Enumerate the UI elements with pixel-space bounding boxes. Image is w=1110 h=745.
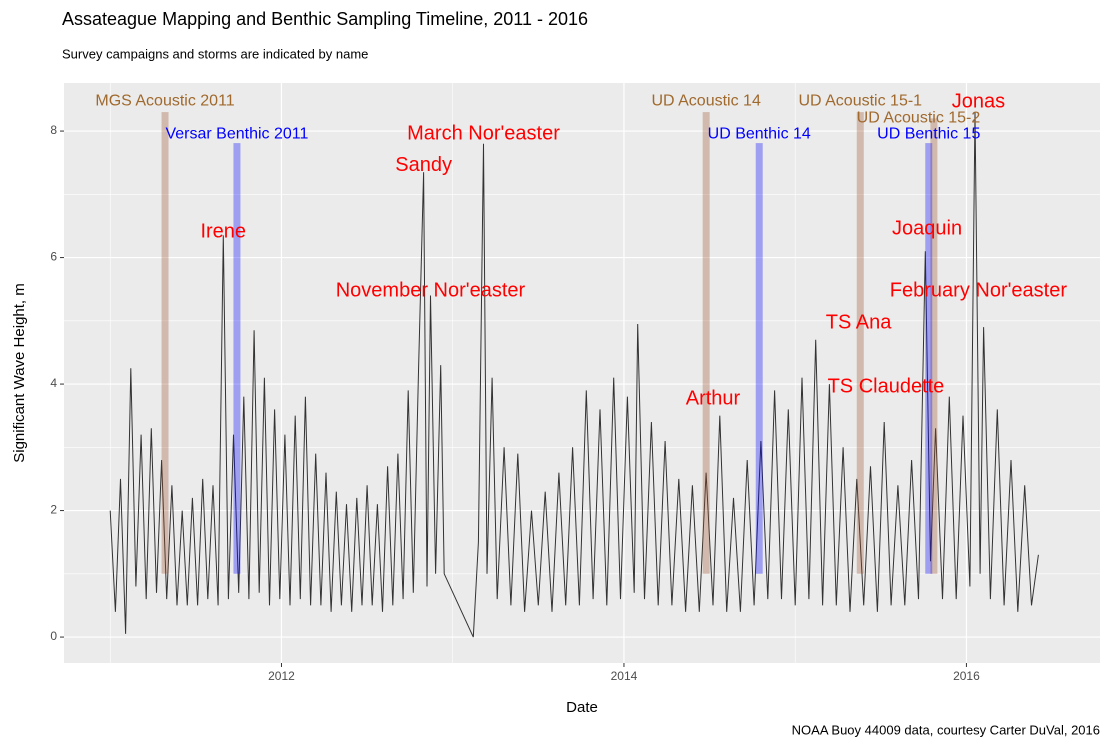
- campaign-band: [702, 112, 710, 574]
- plot-panel: [64, 83, 1100, 663]
- storm-label: Jonas: [952, 90, 1005, 112]
- storm-label: Arthur: [686, 388, 741, 410]
- campaign-band: [925, 143, 933, 574]
- y-tick-label: 8: [50, 123, 57, 137]
- campaign-label: UD Benthic 15: [877, 125, 980, 142]
- chart-title: Assateague Mapping and Benthic Sampling …: [62, 9, 588, 29]
- wave-height-line: [109, 112, 1039, 638]
- campaign-band: [755, 143, 763, 574]
- storm-label: February Nor'easter: [890, 279, 1068, 301]
- y-tick-label: 6: [50, 250, 57, 264]
- campaign-band: [233, 143, 241, 574]
- storm-label: November Nor'easter: [336, 279, 526, 301]
- storm-label: TS Claudette: [828, 376, 945, 398]
- campaign-band: [161, 112, 169, 574]
- storm-label: March Nor'easter: [407, 123, 560, 145]
- y-tick-label: 4: [50, 376, 57, 390]
- x-tick-label: 2016: [953, 669, 980, 683]
- y-tick-label: 2: [50, 503, 57, 517]
- campaign-label: UD Acoustic 14: [651, 93, 760, 110]
- campaign-label: UD Acoustic 15-2: [857, 110, 981, 127]
- x-tick-label: 2014: [611, 669, 638, 683]
- campaign-label: Versar Benthic 2011: [165, 125, 308, 142]
- x-tick-label: 2012: [268, 669, 295, 683]
- storm-label: Sandy: [395, 154, 452, 176]
- y-tick-label: 0: [50, 629, 57, 643]
- campaign-label: UD Benthic 14: [708, 125, 811, 142]
- x-axis-label: Date: [566, 699, 598, 716]
- storm-label: TS Ana: [826, 312, 892, 334]
- storm-label: Joaquin: [892, 217, 962, 239]
- campaign-label: UD Acoustic 15-1: [798, 93, 922, 110]
- y-axis-label: Significant Wave Height, m: [11, 283, 28, 463]
- campaign-band: [930, 118, 938, 574]
- campaign-label: MGS Acoustic 2011: [95, 93, 234, 110]
- caption: NOAA Buoy 44009 data, courtesy Carter Du…: [792, 722, 1100, 737]
- chart-subtitle: Survey campaigns and storms are indicate…: [62, 46, 368, 61]
- campaign-band: [856, 112, 864, 574]
- storm-label: Irene: [200, 221, 246, 243]
